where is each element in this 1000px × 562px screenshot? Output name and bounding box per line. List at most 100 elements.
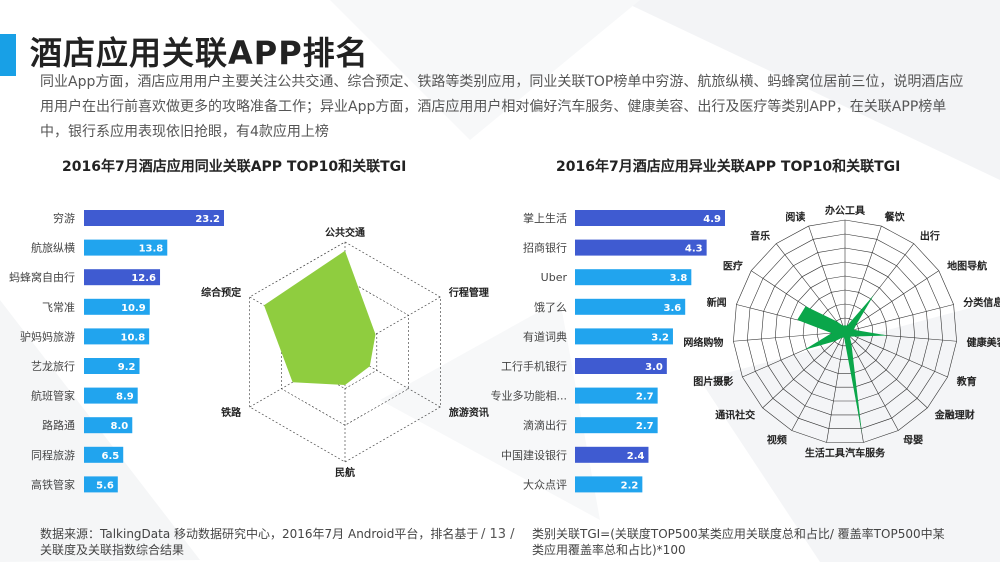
bar-value-label: 12.6 xyxy=(131,273,156,284)
tgi-definition-note: 类别关联TGI=(关联度TOP500某类应用关联度总和占比/ 覆盖率TOP500… xyxy=(532,527,945,557)
bar xyxy=(84,269,161,286)
radar-axis-label: 音乐 xyxy=(750,230,770,243)
bar-value-label: 5.6 xyxy=(96,480,114,491)
radar-spoke xyxy=(775,243,846,333)
radar-spoke xyxy=(808,225,846,333)
category-label: 高铁管家 xyxy=(31,477,75,491)
bar xyxy=(84,446,124,463)
category-label: 路路通 xyxy=(42,419,75,432)
bar-value-label: 8.9 xyxy=(116,392,134,403)
radar-spoke xyxy=(791,331,846,431)
category-label: 同程旅游 xyxy=(31,448,75,462)
bar xyxy=(575,417,658,434)
page-number: / 13 / xyxy=(481,527,515,542)
category-label: 航旅纵横 xyxy=(31,241,75,255)
bar xyxy=(575,387,658,404)
category-label: 中国建设银行 xyxy=(501,448,567,462)
category-label: 飞常准 xyxy=(42,301,75,314)
radar-axis-label: 生活工具 xyxy=(805,446,845,459)
radar-spoke xyxy=(844,270,939,333)
bar xyxy=(575,476,643,493)
bar xyxy=(84,358,140,374)
category-label: 专业多功能相... xyxy=(491,389,568,403)
radar-spoke xyxy=(844,304,954,333)
bar-value-label: 2.7 xyxy=(636,392,654,403)
right-chart-title: 2016年7月酒店应用异业关联APP TOP10和关联TGI xyxy=(556,159,901,175)
bar xyxy=(84,476,118,493)
radar-axis-label: 健康美容 xyxy=(967,336,1000,349)
bar xyxy=(575,328,673,345)
category-label: 航班管家 xyxy=(31,389,75,403)
bar-value-label: 23.2 xyxy=(195,214,220,225)
radar-series-area xyxy=(264,250,376,385)
radar-axis-label: 金融理财 xyxy=(934,409,975,422)
bar xyxy=(84,239,168,256)
intro-paragraph: 同业App方面，酒店应用用户主要关注公共交通、综合预定、铁路等类别应用，同业关联… xyxy=(40,74,964,140)
left-chart-title: 2016年7月酒店应用同业关联APP TOP10和关联TGI xyxy=(62,159,407,175)
category-label: 掌上生活 xyxy=(523,211,567,225)
category-label: 有道词典 xyxy=(523,329,567,343)
bar-value-label: 2.4 xyxy=(627,451,645,462)
category-label: 招商银行 xyxy=(523,241,567,255)
bar-value-label: 9.2 xyxy=(118,362,136,373)
radar-grid-ring xyxy=(760,247,930,416)
category-label: 工行手机银行 xyxy=(501,359,567,373)
radar-axis-label: 通讯社交 xyxy=(715,409,755,422)
radar-spoke xyxy=(844,225,882,333)
bar-value-label: 6.5 xyxy=(102,451,120,462)
bar-value-label: 4.9 xyxy=(703,214,721,225)
bar-value-label: 2.2 xyxy=(621,480,639,491)
radar-axis-label: 行程管理 xyxy=(448,286,489,299)
bar xyxy=(84,210,224,226)
bar-value-label: 10.8 xyxy=(120,332,145,343)
category-label: 滴滴出行 xyxy=(523,418,567,432)
radar-spoke xyxy=(844,331,948,378)
radar-grid-ring xyxy=(746,233,944,430)
radar-grid-ring xyxy=(733,219,957,443)
bar-value-label: 4.3 xyxy=(685,244,703,255)
radar-axis-label: 图片摄影 xyxy=(693,375,733,388)
page-title: 酒店应用关联APP排名 xyxy=(30,34,369,72)
radar-grid-ring xyxy=(774,261,916,402)
radar-axis-label: 公共交通 xyxy=(325,226,365,239)
category-label: Uber xyxy=(541,271,568,284)
radar-axis-label: 教育 xyxy=(956,375,977,388)
radar-axis-label: 阅读 xyxy=(785,211,805,224)
title-accent-bar xyxy=(0,34,16,76)
bar-value-label: 8.0 xyxy=(111,421,129,432)
radar-series-area xyxy=(797,294,888,434)
bar xyxy=(575,298,686,315)
category-label: 艺龙旅行 xyxy=(31,359,75,373)
radar-axis-label: 网络购物 xyxy=(683,336,723,349)
category-label: 穷游 xyxy=(53,211,75,225)
bar xyxy=(575,358,667,374)
bar-value-label: 3.0 xyxy=(645,362,663,373)
radar-axis-label: 视频 xyxy=(767,433,787,446)
radar-axis-label: 旅游资讯 xyxy=(449,406,489,419)
bar-value-label: 2.7 xyxy=(636,421,654,432)
radar-spoke xyxy=(844,331,928,409)
radar-axis-label: 医疗 xyxy=(723,259,743,272)
bar-value-label: 3.8 xyxy=(670,273,688,284)
radar-grid-ring xyxy=(788,275,902,388)
category-label: 蚂蜂窝自由行 xyxy=(9,270,75,284)
bar-value-label: 10.9 xyxy=(121,303,146,314)
data-source-note: 数据来源：TalkingData 移动数据研究中心，2016年7月 Androi… xyxy=(40,527,479,557)
bar-value-label: 3.6 xyxy=(663,303,681,314)
radar-axis-label: 综合预定 xyxy=(201,286,241,299)
category-label: 驴妈妈旅游 xyxy=(20,329,75,343)
radar-spoke xyxy=(844,331,899,431)
radar-axis-label: 汽车服务 xyxy=(845,446,886,459)
bar xyxy=(575,269,692,286)
radar-axis-label: 铁路 xyxy=(221,406,242,419)
bar xyxy=(575,446,649,463)
radar-axis-label: 办公工具 xyxy=(825,204,865,217)
category-label: 大众点评 xyxy=(523,477,567,491)
bar xyxy=(575,210,725,226)
bar xyxy=(84,298,150,315)
